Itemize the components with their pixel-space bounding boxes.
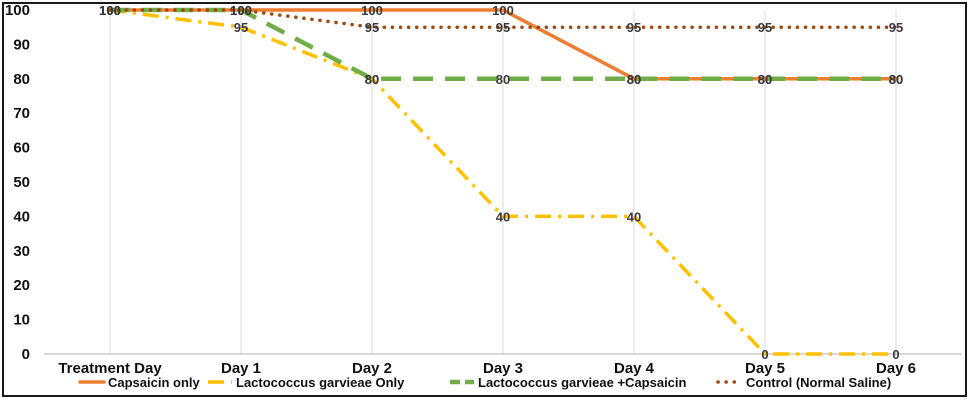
series-line-1 — [109, 8, 896, 356]
data-label-0-2: 100 — [361, 3, 383, 18]
data-label-0-4: 80 — [627, 72, 641, 87]
data-label-3-6: 95 — [889, 20, 903, 35]
y-tick-label: 20 — [13, 277, 30, 294]
data-label-3-5: 95 — [758, 20, 772, 35]
x-tick-label: Day 3 — [483, 360, 523, 377]
data-label-1-2: 80 — [365, 72, 379, 87]
data-label-2-0: 100 — [99, 3, 121, 18]
x-tick-label: Day 1 — [221, 360, 261, 377]
data-label-1-3: 40 — [496, 209, 510, 224]
data-label-3-3: 95 — [496, 20, 510, 35]
y-tick-label: 10 — [13, 312, 30, 329]
y-tick-label: 50 — [13, 174, 30, 191]
x-tick-label: Treatment Day — [58, 360, 162, 377]
y-tick-label: 80 — [13, 71, 30, 88]
data-label-3-2: 95 — [365, 20, 379, 35]
series-line-3 — [108, 8, 898, 29]
y-tick-label: 90 — [13, 36, 30, 53]
y-tick-label: 0 — [22, 346, 30, 363]
data-label-1-1: 95 — [234, 20, 248, 35]
data-label-0-6: 80 — [889, 72, 903, 87]
data-label-1-5: 0 — [761, 347, 768, 362]
y-tick-label: 30 — [13, 243, 30, 260]
y-tick-label: 70 — [13, 105, 30, 122]
data-label-0-0: 100 — [99, 3, 121, 18]
y-tick-label: 100 — [5, 2, 30, 19]
legend-entry-1: Lactococcus garvieae Only — [236, 375, 405, 390]
data-label-3-1: 100 — [230, 3, 252, 18]
data-label-2-4: 80 — [627, 72, 641, 87]
data-label-2-5: 80 — [758, 72, 772, 87]
data-label-1-0: 100 — [99, 3, 121, 18]
data-label-0-5: 80 — [758, 72, 772, 87]
data-label-2-2: 80 — [365, 72, 379, 87]
data-label-1-6: 0 — [892, 347, 899, 362]
data-label-0-3: 100 — [492, 3, 514, 18]
data-label-0-1: 100 — [230, 3, 252, 18]
legend-entry-2: Lactococcus garvieae +Capsaicin — [478, 375, 687, 390]
legend-entry-3: Control (Normal Saline) — [746, 375, 891, 390]
x-tick-label: Day 6 — [876, 360, 916, 377]
data-label-2-3: 80 — [496, 72, 510, 87]
x-tick-label: Day 2 — [352, 360, 392, 377]
data-label-3-4: 95 — [627, 20, 641, 35]
y-tick-label: 40 — [13, 208, 30, 225]
data-label-2-1: 100 — [230, 3, 252, 18]
data-label-2-6: 80 — [889, 72, 903, 87]
data-label-3-0: 100 — [99, 3, 121, 18]
x-tick-label: Day 5 — [745, 360, 785, 377]
y-tick-label: 60 — [13, 140, 30, 157]
x-tick-label: Day 4 — [614, 360, 655, 377]
data-label-1-4: 40 — [627, 209, 641, 224]
legend-entry-0: Capsaicin only — [108, 375, 201, 390]
